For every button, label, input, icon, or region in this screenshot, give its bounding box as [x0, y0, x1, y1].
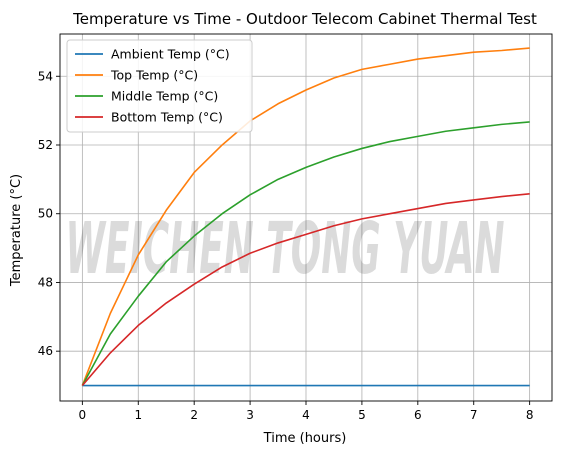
- y-tick-label-0: 46: [38, 344, 53, 358]
- legend-label-2: Middle Temp (°C): [111, 89, 218, 104]
- chart-title: Temperature vs Time - Outdoor Telecom Ca…: [72, 10, 537, 28]
- legend-label-1: Top Temp (°C): [110, 68, 198, 83]
- series-line-1: [81, 47, 530, 386]
- y-axis-label: Temperature (°C): [9, 174, 24, 287]
- x-tick-label-3: 3: [246, 408, 254, 422]
- x-tick-label-6: 6: [414, 408, 422, 422]
- watermark: WEICHEN TONG YUAN: [65, 208, 504, 290]
- y-tick-label-1: 48: [38, 275, 53, 289]
- x-tick-label-7: 7: [470, 408, 478, 422]
- axes: 0 1 2 3 4 5 6 7 8 46 48 50 52 54: [38, 33, 553, 422]
- series-line-3: [81, 192, 530, 387]
- watermark-text: WEICHEN TONG YUAN: [65, 208, 504, 290]
- legend-label-3: Bottom Temp (°C): [111, 110, 223, 125]
- y-tick-label-3: 52: [38, 138, 53, 152]
- x-tick-label-2: 2: [190, 408, 198, 422]
- y-tick-label-4: 54: [38, 69, 53, 83]
- series-lines: [81, 47, 530, 387]
- legend: Ambient Temp (°C) Top Temp (°C) Middle Tem…: [66, 39, 253, 133]
- x-tick-label-4: 4: [302, 408, 310, 422]
- series-line-2: [81, 121, 530, 386]
- x-tick-label-5: 5: [358, 408, 366, 422]
- legend-box: [66, 39, 253, 133]
- x-axis-label: Time (hours): [263, 431, 347, 446]
- x-tick-label-8: 8: [526, 408, 534, 422]
- legend-label-0: Ambient Temp (°C): [111, 47, 230, 62]
- x-tick-label-0: 0: [79, 408, 87, 422]
- y-tick-label-2: 50: [38, 207, 53, 221]
- x-tick-label-1: 1: [134, 408, 142, 422]
